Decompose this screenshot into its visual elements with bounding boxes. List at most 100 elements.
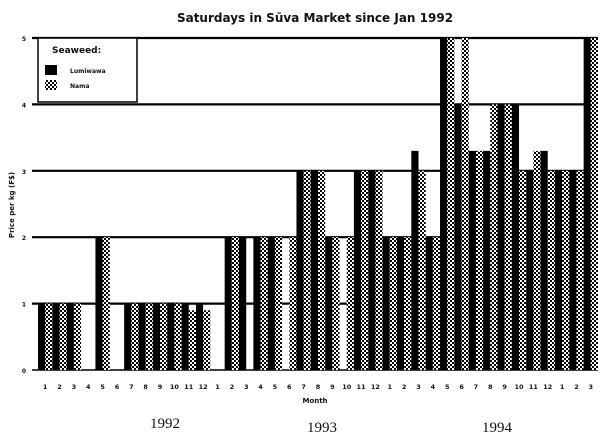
- legend-label-nama: Nama: [70, 83, 89, 90]
- bar-nama: [59, 303, 67, 370]
- bar-nama: [289, 237, 297, 370]
- x-tick-label: 8: [316, 383, 321, 391]
- y-tick-label: 2: [22, 235, 26, 242]
- bar-lumiwawa: [310, 170, 318, 370]
- bar-lumiwawa: [181, 303, 189, 370]
- bar-nama: [174, 303, 182, 370]
- bar-lumiwawa: [583, 38, 591, 370]
- year-label-1994: 1994: [482, 420, 513, 436]
- bar-nama: [260, 237, 268, 370]
- legend-label-lumiwawa: Lumiwawa: [70, 68, 106, 75]
- x-tick-label: 7: [301, 383, 306, 391]
- x-tick-label: 10: [515, 383, 525, 391]
- x-tick-label: 9: [158, 383, 163, 391]
- x-tick-label: 10: [170, 383, 180, 391]
- bar-nama: [145, 303, 153, 370]
- chart-title: Saturdays in Sūva Market since Jan 1992: [177, 11, 453, 25]
- bar-lumiwawa: [454, 104, 462, 371]
- bar-lumiwawa: [468, 150, 476, 370]
- bar-nama: [332, 237, 340, 370]
- bar-nama: [188, 310, 196, 370]
- x-tick-label: 7: [129, 383, 134, 391]
- legend-title: Seaweed:: [52, 46, 101, 56]
- bar-lumiwawa: [497, 104, 505, 371]
- bar-nama: [547, 170, 555, 370]
- bar-nama: [418, 170, 426, 370]
- bar-nama: [490, 104, 498, 371]
- bar-nama: [361, 170, 369, 370]
- bars: [38, 38, 598, 371]
- bar-lumiwawa: [38, 303, 46, 370]
- bar-lumiwawa: [396, 237, 405, 370]
- x-tick-label: 5: [100, 383, 105, 391]
- x-tick-label: 9: [330, 383, 335, 391]
- x-tick-label: 11: [529, 383, 539, 391]
- bar-nama: [504, 104, 512, 371]
- bar-lumiwawa: [267, 237, 275, 370]
- x-tick-label: 2: [230, 383, 235, 391]
- bar-nama: [519, 170, 527, 370]
- x-tick-label: 1: [560, 383, 565, 391]
- bar-nama: [73, 303, 82, 370]
- legend-swatch-lumiwawa: [45, 65, 57, 75]
- bar-nama: [160, 303, 168, 370]
- bar-lumiwawa: [554, 170, 563, 370]
- bar-nama: [102, 237, 110, 370]
- x-tick-label: 6: [287, 383, 292, 391]
- bar-nama: [404, 237, 412, 370]
- x-tick-label: 3: [72, 383, 77, 391]
- bar-lumiwawa: [569, 170, 577, 370]
- bar-lumiwawa: [195, 303, 204, 370]
- bar-lumiwawa: [425, 237, 433, 370]
- x-tick-label: 1: [388, 383, 393, 391]
- bar-lumiwawa: [368, 170, 376, 370]
- bar-nama: [274, 237, 283, 370]
- bar-lumiwawa: [253, 237, 261, 370]
- x-tick-label: 1: [215, 383, 220, 391]
- x-tick-label: 4: [258, 383, 263, 391]
- bar-lumiwawa: [325, 237, 333, 370]
- bar-lumiwawa: [52, 303, 60, 370]
- legend-swatch-nama: [45, 80, 57, 90]
- bar-nama: [475, 150, 484, 370]
- bar-nama: [45, 303, 53, 370]
- bar-lumiwawa: [511, 104, 520, 371]
- x-tick-label: 3: [589, 383, 594, 391]
- bar-nama: [576, 170, 584, 370]
- x-tick-label: 5: [445, 383, 450, 391]
- bar-lumiwawa: [66, 303, 74, 370]
- bar-lumiwawa: [95, 237, 103, 370]
- bar-nama: [389, 237, 397, 370]
- year-label-1992: 1992: [150, 416, 180, 432]
- x-tick-label: 2: [402, 383, 407, 391]
- bar-lumiwawa: [124, 303, 132, 370]
- bar-nama: [375, 170, 383, 370]
- legend: Seaweed: Lumiwawa Nama: [37, 37, 138, 103]
- bar-lumiwawa: [152, 303, 161, 370]
- bar-lumiwawa: [540, 150, 548, 370]
- x-tick-labels: 1 2 3 4 5 6 7 8 9 10 11 12 1 2 3 4 5 6 7 8 9 10 11 12 1 2 3 4 5 6 7 8 9 1…: [43, 383, 593, 391]
- y-tick-label: 0: [22, 368, 26, 375]
- x-tick-label: 12: [371, 383, 380, 391]
- y-axis-label: Price per kg (F$): [8, 172, 16, 238]
- x-tick-label: 3: [416, 383, 421, 391]
- bar-nama: [432, 237, 441, 370]
- x-tick-label: 6: [115, 383, 120, 391]
- x-tick-label: 3: [244, 383, 249, 391]
- year-label-1993: 1993: [307, 420, 337, 436]
- x-tick-label: 7: [474, 383, 479, 391]
- x-tick-label: 2: [574, 383, 579, 391]
- x-tick-label: 4: [86, 383, 91, 391]
- bar-nama: [131, 303, 139, 370]
- bar-lumiwawa: [239, 237, 247, 370]
- x-tick-label: 4: [431, 383, 436, 391]
- x-tick-label: 5: [273, 383, 278, 391]
- bar-lumiwawa: [353, 170, 362, 370]
- bar-nama: [590, 38, 598, 370]
- bar-lumiwawa: [440, 38, 448, 370]
- bar-lumiwawa: [167, 303, 175, 370]
- bar-lumiwawa: [224, 237, 232, 370]
- bar-nama: [447, 38, 455, 370]
- bar-lumiwawa: [382, 237, 390, 370]
